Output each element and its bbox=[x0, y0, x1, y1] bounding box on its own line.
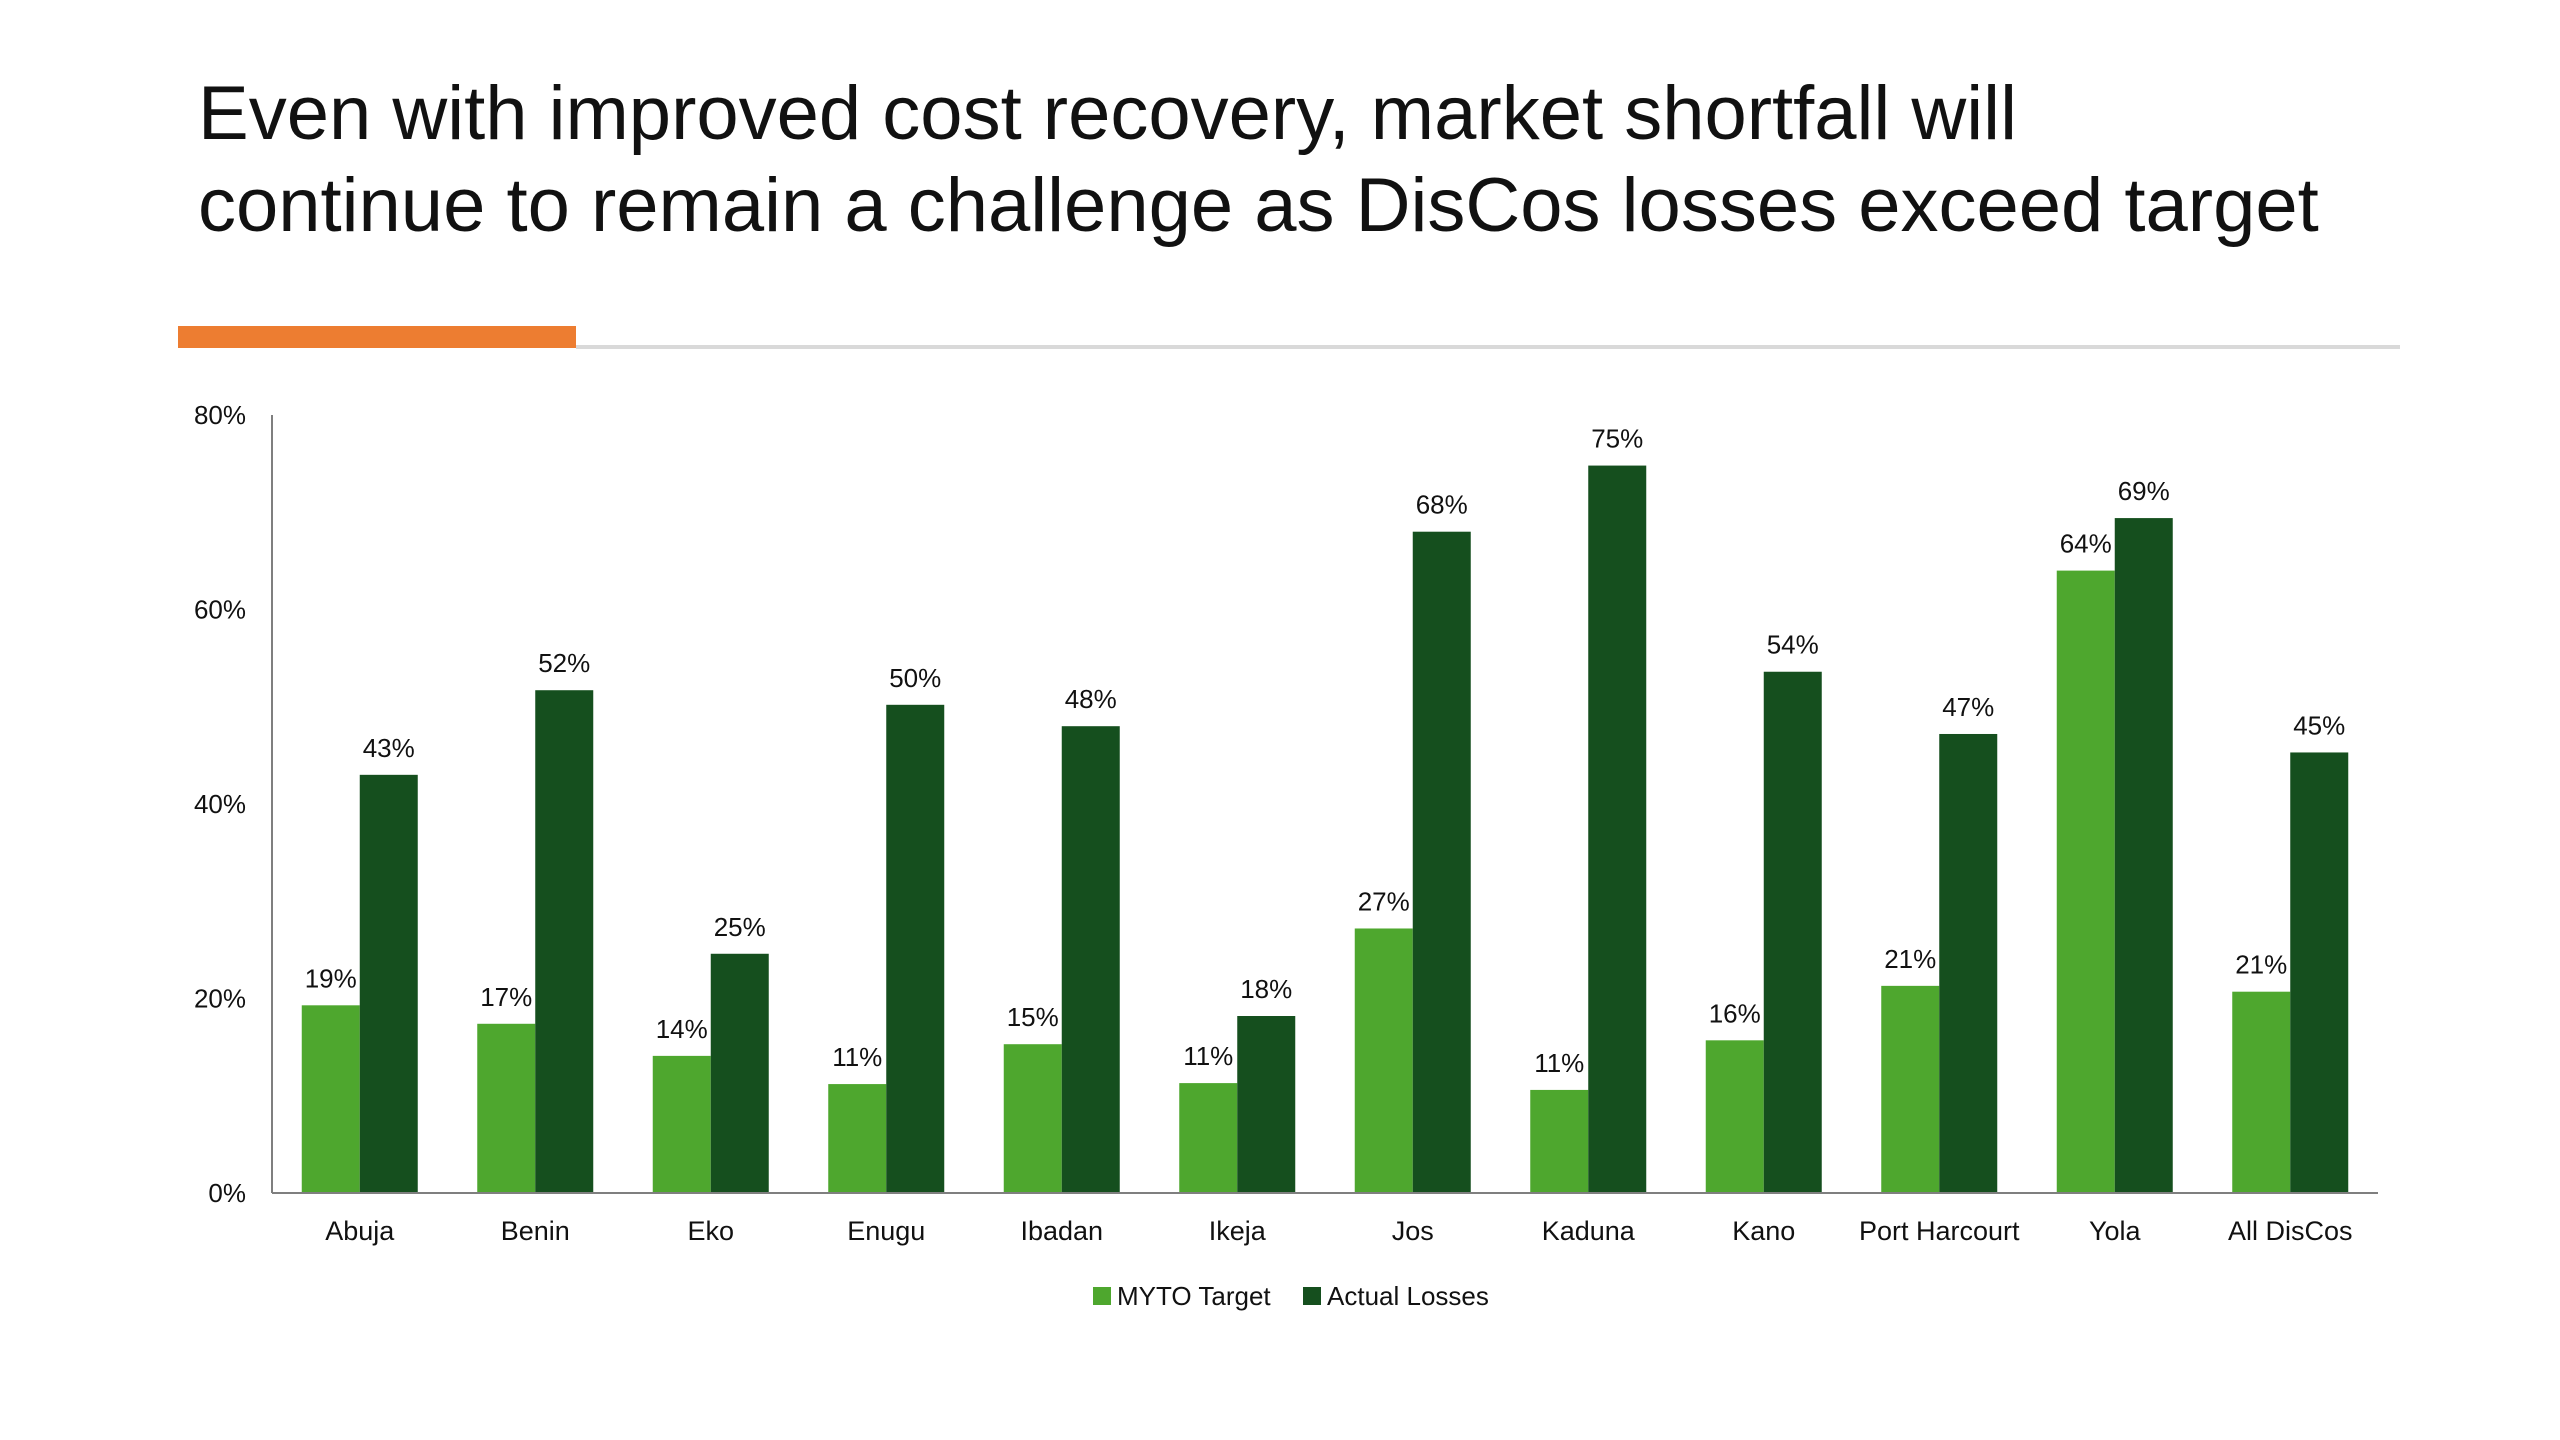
bar-actual-losses bbox=[2290, 752, 2349, 1193]
data-label: 75% bbox=[1591, 424, 1643, 454]
x-tick-label: Jos bbox=[1392, 1216, 1434, 1246]
data-label: 16% bbox=[1709, 998, 1761, 1028]
legend-swatch-actual-losses bbox=[1303, 1287, 1321, 1305]
x-axis-ticks: Abuja Benin Eko Enugu Ibadan Ikeja Jos Kaduna Ka… bbox=[325, 1216, 2352, 1246]
data-label: 68% bbox=[1416, 490, 1468, 520]
accent-bar bbox=[178, 326, 576, 348]
data-label: 15% bbox=[1007, 1002, 1059, 1032]
legend-label: Actual Losses bbox=[1327, 1281, 1489, 1311]
data-label: 14% bbox=[656, 1014, 708, 1044]
x-tick-label: Abuja bbox=[325, 1216, 395, 1246]
bar-myto-target bbox=[652, 1055, 711, 1193]
data-label: 21% bbox=[2235, 950, 2287, 980]
data-label: 50% bbox=[889, 663, 941, 693]
data-label: 11% bbox=[1183, 1041, 1233, 1071]
bar-myto-target bbox=[477, 1023, 536, 1193]
data-label: 48% bbox=[1065, 684, 1117, 714]
y-tick-label: 20% bbox=[194, 984, 246, 1014]
x-tick-label: Ibadan bbox=[1020, 1216, 1103, 1246]
slide-title: Even with improved cost recovery, market… bbox=[198, 68, 2498, 252]
data-label: 45% bbox=[2293, 710, 2345, 740]
bar-myto-target bbox=[1881, 985, 1940, 1193]
y-axis-ticks: 0% 20% 40% 60% 80% bbox=[194, 400, 246, 1208]
legend-label: MYTO Target bbox=[1117, 1281, 1271, 1311]
y-tick-label: 0% bbox=[208, 1178, 246, 1208]
title-line-1: Even with improved cost recovery, market… bbox=[198, 71, 2017, 156]
data-label: 27% bbox=[1358, 886, 1410, 916]
bar-myto-target bbox=[1354, 928, 1413, 1193]
bar-myto-target bbox=[2056, 570, 2115, 1193]
title-line-2: continue to remain a challenge as DisCos… bbox=[198, 163, 2319, 248]
data-label: 64% bbox=[2060, 529, 2112, 559]
data-label: 11% bbox=[1534, 1048, 1584, 1078]
x-tick-label: All DisCos bbox=[2228, 1216, 2353, 1246]
data-label: 18% bbox=[1240, 974, 1292, 1004]
data-label: 43% bbox=[363, 733, 415, 763]
data-label: 54% bbox=[1767, 630, 1819, 660]
bar-myto-target bbox=[1530, 1089, 1589, 1193]
data-labels: 19% 43% 17% 52% 14% 25% 11% 50% 15% 48% 11% 18% 27% 6… bbox=[305, 424, 2346, 1078]
data-label: 19% bbox=[305, 963, 357, 993]
bar-actual-losses bbox=[1939, 733, 1998, 1193]
data-label: 11% bbox=[832, 1042, 882, 1072]
bar-actual-losses bbox=[1588, 465, 1647, 1193]
x-tick-label: Yola bbox=[2089, 1216, 2142, 1246]
bar-myto-target bbox=[1179, 1083, 1238, 1193]
bar-myto-target bbox=[2232, 991, 2291, 1193]
bar-actual-losses bbox=[359, 774, 418, 1193]
legend: MYTO Target Actual Losses bbox=[1093, 1281, 1489, 1311]
y-tick-label: 60% bbox=[194, 595, 246, 625]
x-tick-label: Enugu bbox=[847, 1216, 925, 1246]
bar-actual-losses bbox=[2114, 518, 2173, 1193]
bar-actual-losses bbox=[886, 704, 945, 1193]
x-tick-label: Kano bbox=[1732, 1216, 1795, 1246]
data-label: 47% bbox=[1942, 692, 1994, 722]
bar-myto-target bbox=[828, 1084, 887, 1193]
x-tick-label: Ikeja bbox=[1209, 1216, 1267, 1246]
x-tick-label: Benin bbox=[501, 1216, 570, 1246]
data-label: 69% bbox=[2118, 476, 2170, 506]
bar-myto-target bbox=[1003, 1044, 1062, 1193]
bar-myto-target bbox=[301, 1005, 360, 1193]
bar-actual-losses bbox=[1763, 671, 1822, 1193]
bar-actual-losses bbox=[1412, 531, 1471, 1193]
bar-actual-losses bbox=[1061, 726, 1120, 1193]
data-label: 25% bbox=[714, 912, 766, 942]
data-label: 21% bbox=[1884, 944, 1936, 974]
y-tick-label: 80% bbox=[194, 400, 246, 430]
bar-actual-losses bbox=[1237, 1016, 1296, 1193]
bar-myto-target bbox=[1705, 1040, 1764, 1193]
axes bbox=[271, 415, 2378, 1194]
legend-swatch-myto-target bbox=[1093, 1287, 1111, 1305]
x-tick-label: Port Harcourt bbox=[1859, 1216, 2020, 1246]
bar-actual-losses bbox=[535, 690, 594, 1193]
data-label: 52% bbox=[538, 648, 590, 678]
bar-actual-losses bbox=[710, 953, 769, 1193]
bars bbox=[301, 465, 2349, 1193]
y-tick-label: 40% bbox=[194, 789, 246, 819]
data-label: 17% bbox=[480, 982, 532, 1012]
title-divider bbox=[576, 345, 2400, 349]
x-tick-label: Eko bbox=[687, 1216, 734, 1246]
x-tick-label: Kaduna bbox=[1542, 1216, 1636, 1246]
